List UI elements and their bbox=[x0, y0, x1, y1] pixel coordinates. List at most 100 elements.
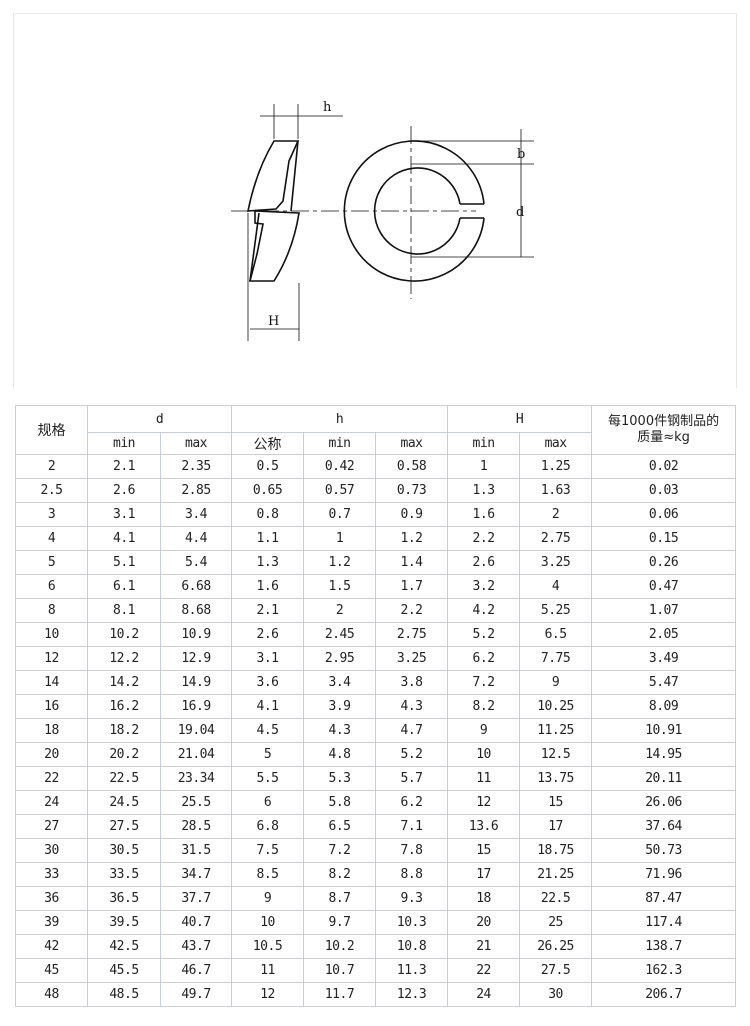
subheader-cell: 公称 bbox=[231, 432, 305, 455]
table-cell: 2.6 bbox=[447, 550, 521, 575]
table-cell: 4.8 bbox=[303, 742, 377, 767]
subheader-cell: min bbox=[87, 432, 161, 455]
table-row: 18 18.2 19.04 4.5 4.3 4.7 9 11.25 10.91 bbox=[15, 718, 737, 743]
table-cell: 71.96 bbox=[591, 862, 737, 887]
table-cell: 0.06 bbox=[591, 502, 737, 527]
table-cell: 4.4 bbox=[159, 526, 233, 551]
table-cell: 2.95 bbox=[303, 646, 377, 671]
table-cell: 18 bbox=[15, 718, 88, 743]
table-cell: 9 bbox=[231, 886, 305, 911]
table-cell: 0.02 bbox=[591, 454, 737, 479]
table-cell: 3.9 bbox=[303, 694, 377, 719]
table-cell: 30 bbox=[15, 838, 88, 863]
table-cell: 0.58 bbox=[375, 454, 449, 479]
table-cell: 2 bbox=[15, 454, 88, 479]
spring-washer-diagram: h b d H bbox=[231, 100, 534, 341]
table-cell: 1.6 bbox=[231, 574, 305, 599]
table-cell: 0.7 bbox=[303, 502, 377, 527]
table-cell: 24 bbox=[15, 790, 88, 815]
table-cell: 17 bbox=[519, 814, 593, 839]
table-cell: 15 bbox=[519, 790, 593, 815]
table-cell: 1.5 bbox=[303, 574, 377, 599]
table-cell: 5.3 bbox=[303, 766, 377, 791]
table-cell: 117.4 bbox=[591, 910, 737, 935]
table-cell: 10.2 bbox=[87, 622, 161, 647]
table-cell: 4.3 bbox=[303, 718, 377, 743]
table-cell: 48.5 bbox=[87, 982, 161, 1007]
table-cell: 27 bbox=[15, 814, 88, 839]
table-row: 2 2.1 2.35 0.5 0.42 0.58 1 1.25 0.02 bbox=[15, 454, 737, 479]
header-spec: 规格 bbox=[15, 405, 88, 455]
table-cell: 24.5 bbox=[87, 790, 161, 815]
table-cell: 7.1 bbox=[375, 814, 449, 839]
table-cell: 3.1 bbox=[231, 646, 305, 671]
table-cell: 1.2 bbox=[303, 550, 377, 575]
table-cell: 162.3 bbox=[591, 958, 737, 983]
table-cell: 39.5 bbox=[87, 910, 161, 935]
table-cell: 14.95 bbox=[591, 742, 737, 767]
header-H: H bbox=[447, 405, 593, 433]
header-mass-line2: 质量≈kg bbox=[637, 430, 690, 445]
table-row: 42 42.5 43.7 10.5 10.2 10.8 21 26.25 138.7 bbox=[15, 934, 737, 959]
table-cell: 0.8 bbox=[231, 502, 305, 527]
table-cell: 2.45 bbox=[303, 622, 377, 647]
table-cell: 11.3 bbox=[375, 958, 449, 983]
table-cell: 2.85 bbox=[159, 478, 233, 503]
table-cell: 0.42 bbox=[303, 454, 377, 479]
table-cell: 39 bbox=[15, 910, 88, 935]
table-cell: 87.47 bbox=[591, 886, 737, 911]
table-cell: 0.47 bbox=[591, 574, 737, 599]
table-cell: 11 bbox=[447, 766, 521, 791]
table-cell: 11.25 bbox=[519, 718, 593, 743]
table-cell: 26.06 bbox=[591, 790, 737, 815]
table-cell: 6.8 bbox=[231, 814, 305, 839]
table-cell: 12.5 bbox=[519, 742, 593, 767]
table-cell: 4.7 bbox=[375, 718, 449, 743]
table-cell: 8.2 bbox=[447, 694, 521, 719]
table-cell: 3.4 bbox=[159, 502, 233, 527]
table-cell: 4.2 bbox=[447, 598, 521, 623]
header-mass-line1: 每1000件钢制品的 bbox=[608, 414, 720, 429]
table-cell: 5.1 bbox=[87, 550, 161, 575]
table-cell: 31.5 bbox=[159, 838, 233, 863]
table-cell: 0.73 bbox=[375, 478, 449, 503]
table-cell: 2 bbox=[303, 598, 377, 623]
table-cell: 34.7 bbox=[159, 862, 233, 887]
table-cell: 12 bbox=[447, 790, 521, 815]
table-cell: 206.7 bbox=[591, 982, 737, 1007]
table-cell: 12 bbox=[15, 646, 88, 671]
table-cell: 27.5 bbox=[519, 958, 593, 983]
table-cell: 14.9 bbox=[159, 670, 233, 695]
table-cell: 0.15 bbox=[591, 526, 737, 551]
table-cell: 2.75 bbox=[519, 526, 593, 551]
washer-side-lower bbox=[248, 210, 300, 282]
table-cell: 6.68 bbox=[159, 574, 233, 599]
table-cell: 36.5 bbox=[87, 886, 161, 911]
table-row: 20 20.2 21.04 5 4.8 5.2 10 12.5 14.95 bbox=[15, 742, 737, 767]
table-cell: 0.26 bbox=[591, 550, 737, 575]
table-cell: 40.7 bbox=[159, 910, 233, 935]
table-cell: 45 bbox=[15, 958, 88, 983]
table-cell: 8 bbox=[15, 598, 88, 623]
table-cell: 4.5 bbox=[231, 718, 305, 743]
table-row: 27 27.5 28.5 6.8 6.5 7.1 13.6 17 37.64 bbox=[15, 814, 737, 839]
table-cell: 8.09 bbox=[591, 694, 737, 719]
table-cell: 7.2 bbox=[447, 670, 521, 695]
table-cell: 2.35 bbox=[159, 454, 233, 479]
table-cell: 16 bbox=[15, 694, 88, 719]
subheader-cell: min bbox=[447, 432, 521, 455]
table-row: 36 36.5 37.7 9 8.7 9.3 18 22.5 87.47 bbox=[15, 886, 737, 911]
table-cell: 5.7 bbox=[375, 766, 449, 791]
table-cell: 17 bbox=[447, 862, 521, 887]
table-cell: 20 bbox=[447, 910, 521, 935]
subheader-cell: min bbox=[303, 432, 377, 455]
table-cell: 9 bbox=[447, 718, 521, 743]
table-cell: 1.07 bbox=[591, 598, 737, 623]
table-cell: 36 bbox=[15, 886, 88, 911]
table-cell: 12.3 bbox=[375, 982, 449, 1007]
table-cell: 27.5 bbox=[87, 814, 161, 839]
table-cell: 10.8 bbox=[375, 934, 449, 959]
table-cell: 13.75 bbox=[519, 766, 593, 791]
table-cell: 13.6 bbox=[447, 814, 521, 839]
table-cell: 48 bbox=[15, 982, 88, 1007]
